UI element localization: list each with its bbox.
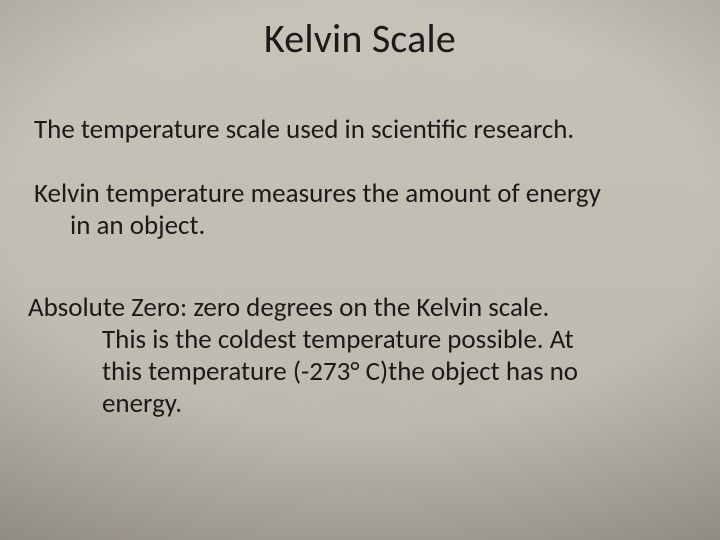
slide: Kelvin Scale The temperature scale used …: [0, 0, 720, 540]
para3-line3: this temperature (-273° C)the object has…: [28, 356, 650, 388]
para3-line2: This is the coldest temperature possible…: [28, 324, 650, 356]
paragraph-definition: The temperature scale used in scientific…: [34, 114, 686, 146]
para3-line4: energy.: [28, 388, 650, 420]
paragraph-energy: Kelvin temperature measures the amount o…: [34, 178, 718, 242]
paragraph-absolute-zero: Absolute Zero: zero degrees on the Kelvi…: [28, 292, 650, 419]
slide-title: Kelvin Scale: [0, 14, 720, 63]
para2-line2: in an object.: [34, 210, 718, 242]
para2-line1: Kelvin temperature measures the amount o…: [34, 177, 601, 210]
para3-line1: Absolute Zero: zero degrees on the Kelvi…: [28, 291, 549, 324]
